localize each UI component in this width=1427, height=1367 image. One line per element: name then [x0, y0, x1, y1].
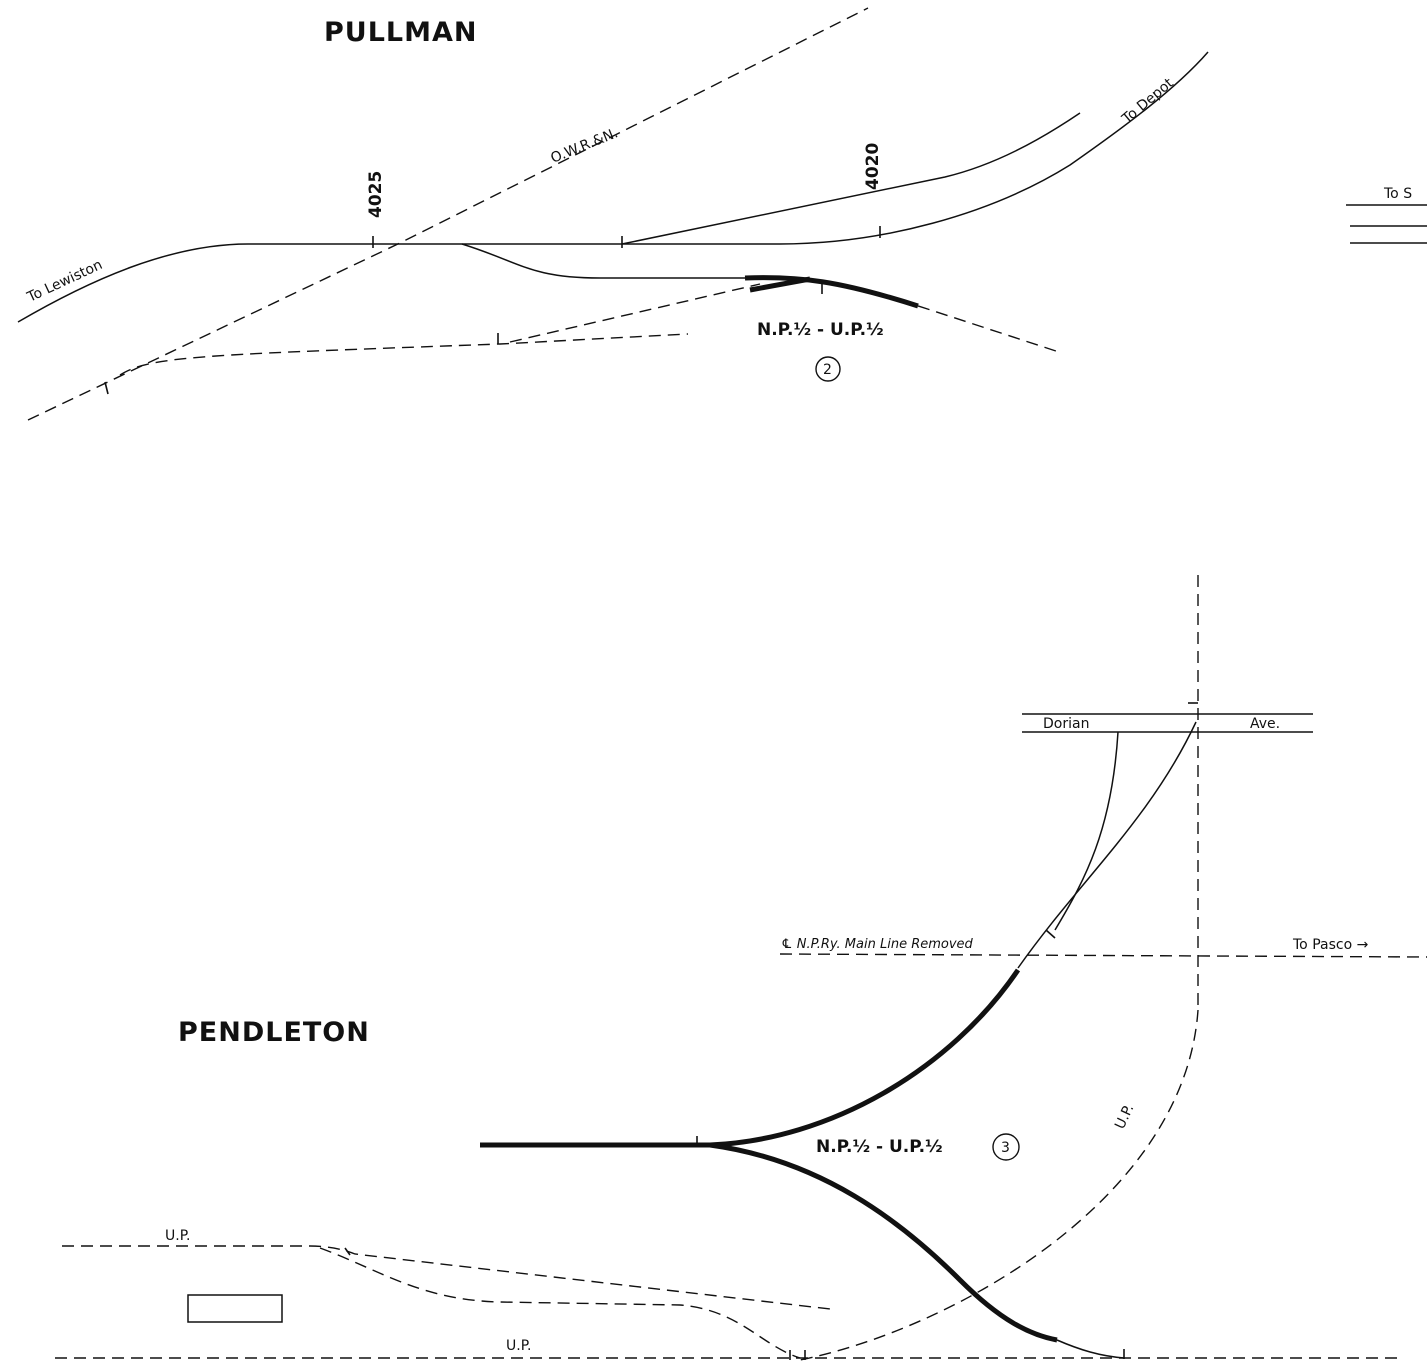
owrn-label: O.W.R.&N. [549, 125, 621, 166]
pullman-ref-number: 2 [823, 362, 832, 378]
to-s-fragment: To S [1346, 186, 1427, 244]
pendleton-section: PENDLETON Dorian Ave. ℄ N.P.Ry. Main Lin… [55, 575, 1427, 1361]
lower-branch-dashed [899, 299, 1063, 354]
milepost-4020: 4020 [863, 143, 883, 190]
pullman-ref-circle [815, 356, 841, 382]
joint-track-bold-upper [744, 275, 919, 309]
pullman-ownership-label: N.P.½ - U.P.½ [757, 320, 884, 340]
up-top-label: U.P. [165, 1228, 190, 1244]
street-name-right: Ave. [1250, 716, 1280, 732]
pendleton-ref-circle [992, 1133, 1020, 1161]
pendleton-ownership-label: N.P.½ - U.P.½ [816, 1137, 943, 1157]
pendleton-title: PENDLETON [178, 1017, 370, 1048]
lower-spur-dashed [119, 333, 689, 376]
spur-connector-dashed [509, 283, 761, 343]
removed-main-line [779, 953, 1427, 958]
lower-branch [461, 243, 750, 279]
to-s-label: To S [1383, 186, 1412, 202]
pullman-section: PULLMAN To Lewiston O.W.R.&N. 4025 4020 … [17, 7, 1209, 421]
upper-siding [621, 112, 1081, 245]
up-curve-label: U.P. [1112, 1102, 1137, 1132]
up-upper-track [62, 1245, 831, 1310]
joint-track-bold-curve [709, 968, 1021, 1148]
dorian-spur-right [1017, 721, 1197, 969]
pullman-title: PULLMAN [324, 17, 477, 48]
main-track-to-depot [17, 51, 1209, 323]
joint-track-thin-end [1056, 1339, 1125, 1359]
pendleton-ref-number: 3 [1001, 1140, 1010, 1156]
street-name-left: Dorian [1043, 716, 1089, 732]
up-siding-dashed [319, 1247, 801, 1359]
to-lewiston-label: To Lewiston [24, 257, 105, 306]
to-depot-label: To Depot [1119, 75, 1178, 128]
joint-track-bold-lower [749, 276, 811, 293]
dorian-spur-left [1054, 731, 1119, 931]
up-curve-dashed [799, 1009, 1199, 1361]
up-bottom-label: U.P. [506, 1338, 531, 1354]
milepost-4025: 4025 [366, 171, 386, 218]
removed-main-line-label: ℄ N.P.Ry. Main Line Removed [781, 937, 974, 952]
joint-track-bold-lower [709, 1142, 1058, 1343]
owrn-line [27, 7, 869, 421]
station-building [187, 1294, 283, 1323]
to-pasco-label: To Pasco → [1292, 937, 1369, 953]
